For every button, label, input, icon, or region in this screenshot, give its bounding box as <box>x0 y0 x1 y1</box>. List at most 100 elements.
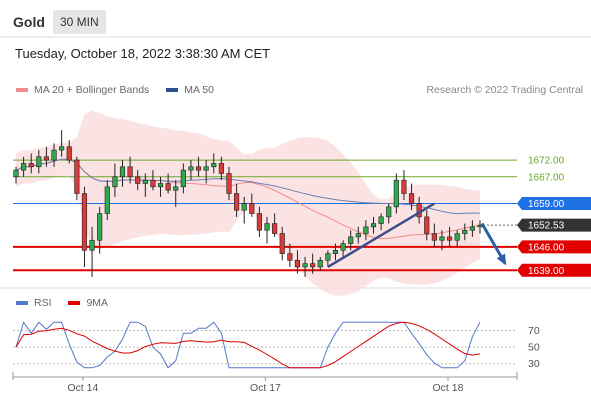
candle-body <box>294 259 301 268</box>
price-level-label-1646.00: 1646.00 <box>528 242 565 253</box>
candle-body <box>104 186 110 214</box>
legend-swatch-9ma <box>68 301 81 306</box>
timeframe-button[interactable]: 30 MIN <box>53 10 106 34</box>
candle-body <box>74 159 80 194</box>
candle-body <box>462 229 468 234</box>
candle-body <box>13 169 19 178</box>
rsi-line <box>15 321 481 369</box>
candle-body <box>157 183 164 188</box>
x-tick-label-0: Oct 14 <box>67 382 98 394</box>
candle-body <box>173 186 179 191</box>
candle-body <box>28 163 34 168</box>
price-level-label-1639.00: 1639.00 <box>528 266 565 277</box>
price-level-tag-1659.00 <box>517 197 591 211</box>
candle-body <box>195 166 202 171</box>
candle-body <box>332 249 339 254</box>
candle-body <box>310 263 316 268</box>
candle-body <box>21 163 27 171</box>
candle-body <box>424 216 430 234</box>
price-level-tag-1646.00 <box>517 240 591 254</box>
candle-body <box>180 169 186 188</box>
rsi-level-label-70: 70 <box>528 325 540 337</box>
candle-body <box>325 253 331 261</box>
ma50-line <box>15 158 481 215</box>
candle-body <box>241 203 247 211</box>
candle-body <box>226 173 232 194</box>
candle-body <box>454 233 460 241</box>
candle-body <box>279 233 285 254</box>
rsi-level-label-30: 30 <box>528 358 540 370</box>
candle-body <box>287 253 293 261</box>
candle-body <box>234 193 240 211</box>
candle-body <box>81 193 88 251</box>
candle-body <box>370 223 377 228</box>
candle-body <box>203 166 209 171</box>
price-level-label-1667.00: 1667.00 <box>528 172 565 183</box>
candle-body <box>264 223 270 231</box>
x-tick-label-2: Oct 18 <box>432 382 463 394</box>
candle-body <box>119 166 126 178</box>
candle-body <box>340 243 346 251</box>
price-level-label-1672.00: 1672.00 <box>528 156 565 167</box>
x-tick-label-1: Oct 17 <box>250 382 281 394</box>
price-level-label-1652.53: 1652.53 <box>528 221 565 232</box>
candle-body <box>89 239 95 251</box>
price-level-tag-1639.00 <box>517 263 591 277</box>
candle-body <box>59 146 65 151</box>
candle-body <box>97 213 103 241</box>
candle-body <box>386 206 392 218</box>
timestamp: Tuesday, October 18, 2022 3:38:30 AM CET <box>15 46 271 61</box>
legend-label-rsi: RSI <box>34 297 52 309</box>
candle-body <box>272 223 278 234</box>
candle-body <box>256 213 262 231</box>
legend-swatch-rsi <box>16 301 28 306</box>
forecast-arrow-head <box>496 253 507 266</box>
legend-item-9ma: 9MA <box>68 297 108 309</box>
price-level-label-1659.00: 1659.00 <box>528 199 565 210</box>
rsi-9ma-line <box>15 321 481 369</box>
candle-body <box>317 259 323 268</box>
candle-body <box>127 166 133 178</box>
legend-item-ma50: MA 50 <box>166 84 214 96</box>
research-credit: Research © 2022 Trading Central <box>426 84 583 96</box>
candle-body <box>43 156 50 161</box>
candle-body <box>36 156 42 168</box>
candle-body <box>393 179 399 208</box>
candle-body <box>348 236 354 244</box>
candle-body <box>408 193 415 204</box>
candle-body <box>112 176 118 188</box>
price-legend: MA 20 + Bollinger Bands MA 50 <box>16 84 228 96</box>
support-trendline <box>327 202 436 269</box>
candle-body <box>188 166 194 171</box>
rsi-level-label-50: 50 <box>528 342 540 354</box>
candle-body <box>66 146 72 161</box>
instrument-title: Gold <box>13 14 45 30</box>
legend-swatch-ma50 <box>166 88 179 93</box>
candle-body <box>135 176 141 184</box>
candle-body <box>142 179 148 184</box>
legend-label-ma50: MA 50 <box>184 84 214 96</box>
rsi-legend: RSI 9MA <box>16 297 122 309</box>
candle-body <box>469 226 475 231</box>
candle-body <box>165 183 171 191</box>
legend-item-bollinger: MA 20 + Bollinger Bands <box>16 84 149 96</box>
candle-body <box>249 203 255 214</box>
candle-body <box>401 179 407 194</box>
candle-body <box>439 236 445 241</box>
candle-body <box>218 163 224 174</box>
price-level-tag-1652.53 <box>517 218 591 232</box>
candle-body <box>446 236 453 241</box>
candle-body <box>355 233 361 238</box>
legend-item-rsi: RSI <box>16 297 52 309</box>
candle-body <box>431 233 437 241</box>
legend-label-bollinger: MA 20 + Bollinger Bands <box>34 84 150 96</box>
candle-body <box>302 263 308 268</box>
header-bar: Gold 30 MIN <box>0 0 591 40</box>
legend-label-9ma: 9MA <box>86 297 109 309</box>
candle-body <box>51 149 57 161</box>
candle-body <box>363 226 369 234</box>
bollinger-band <box>16 110 480 296</box>
candle-body <box>378 216 384 224</box>
legend-swatch-bollinger <box>16 88 28 93</box>
